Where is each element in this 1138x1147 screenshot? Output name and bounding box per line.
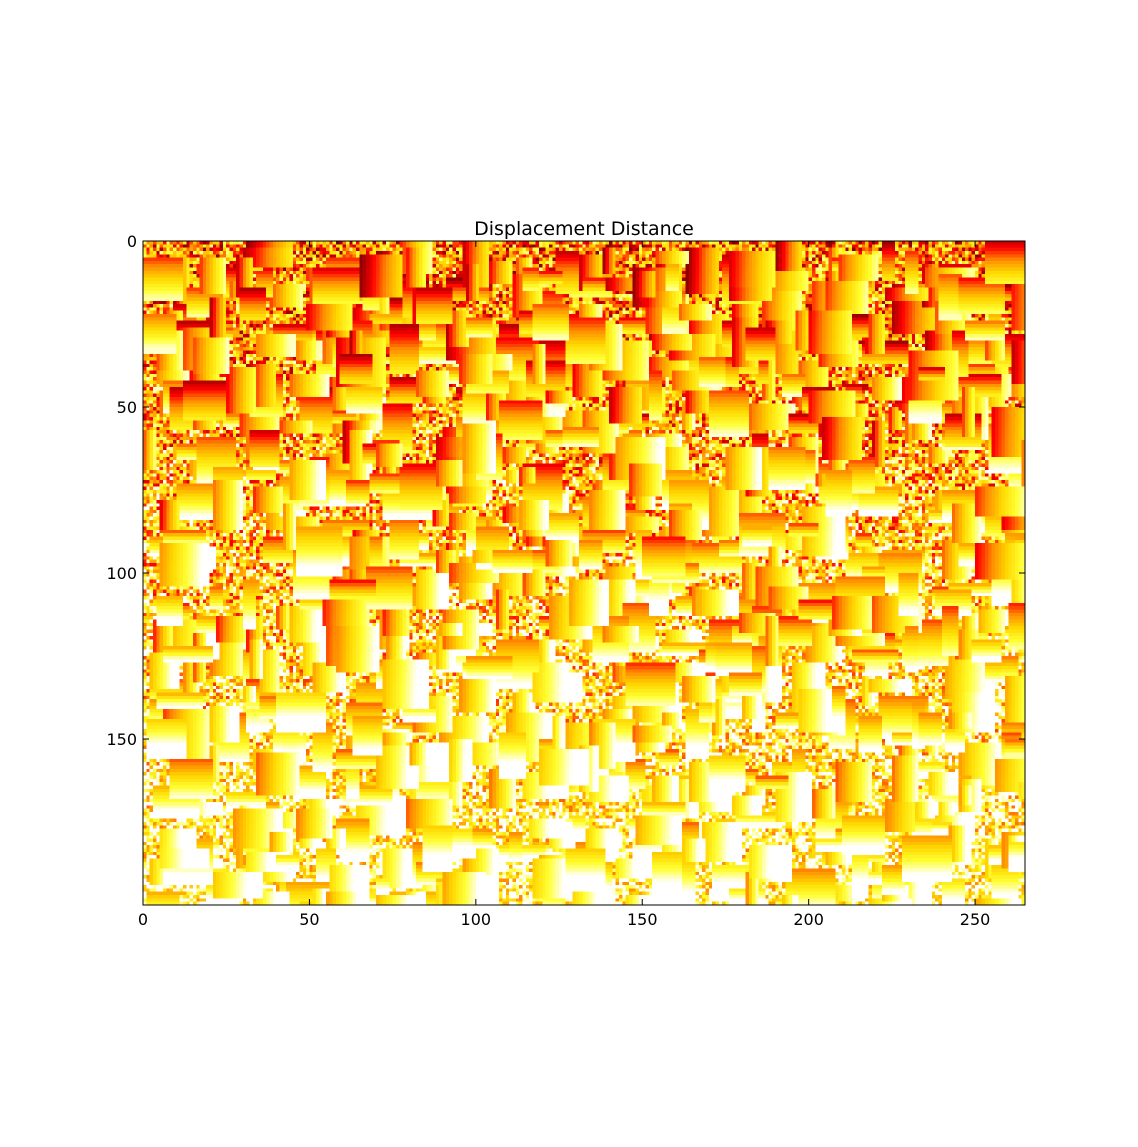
y-axis: 0 50 100 150 (106, 232, 1025, 749)
heatmap-image (143, 241, 1025, 905)
y-tick-label: 100 (106, 564, 137, 583)
x-axis: 0 50 100 150 200 250 (138, 241, 990, 929)
plot-area (142, 240, 1026, 906)
y-tick-label: 0 (127, 232, 137, 251)
x-tick-label: 200 (793, 910, 824, 929)
chart-title: Displacement Distance (474, 218, 694, 240)
x-tick-label: 50 (299, 910, 319, 929)
x-tick-label: 250 (960, 910, 991, 929)
y-tick-label: 50 (117, 398, 137, 417)
x-tick-label: 0 (138, 910, 148, 929)
x-tick-label: 100 (461, 910, 492, 929)
x-tick-label: 150 (627, 910, 658, 929)
y-tick-label: 150 (106, 730, 137, 749)
